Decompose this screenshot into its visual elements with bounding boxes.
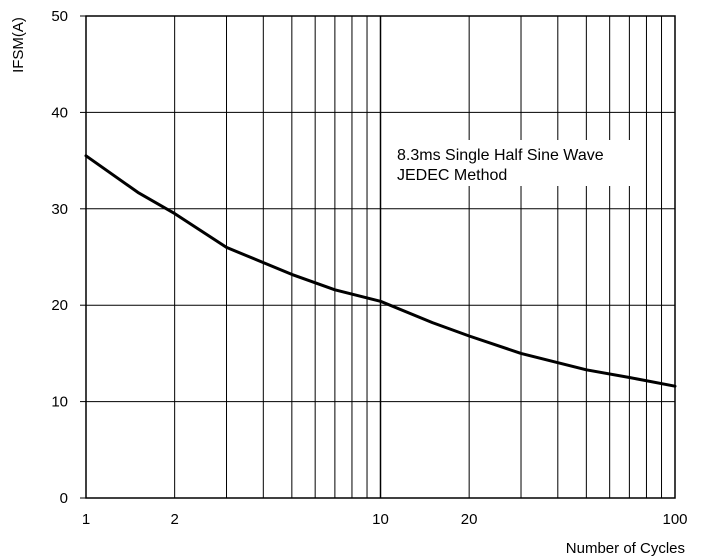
grid (86, 16, 675, 498)
axes (80, 15, 676, 499)
y-tick-label-20: 20 (51, 297, 68, 314)
tick-labels: 0 10 20 30 40 50 1 2 10 20 100 (51, 8, 687, 528)
y-tick-label-30: 30 (51, 201, 68, 218)
x-tick-label-2: 2 (170, 511, 178, 528)
y-tick-label-0: 0 (60, 490, 68, 507)
x-axis-title: Number of Cycles (566, 540, 685, 557)
y-tick-label-10: 10 (51, 394, 68, 411)
y-tick-label-50: 50 (51, 8, 68, 25)
series-layer (84, 154, 677, 388)
x-tick-label-10: 10 (372, 511, 389, 528)
x-tick-label-20: 20 (461, 511, 478, 528)
annotation-line-2: JEDEC Method (397, 167, 507, 184)
series-line-0 (84, 154, 677, 388)
x-tick-label-100: 100 (662, 511, 687, 528)
y-tick-label-40: 40 (51, 104, 68, 121)
y-axis-title: IFSM(A) (10, 17, 27, 73)
plot-frame (85, 15, 676, 499)
x-tick-label-1: 1 (82, 511, 90, 528)
annotation-background (392, 140, 644, 186)
annotation-line-1: 8.3ms Single Half Sine Wave (397, 147, 604, 164)
